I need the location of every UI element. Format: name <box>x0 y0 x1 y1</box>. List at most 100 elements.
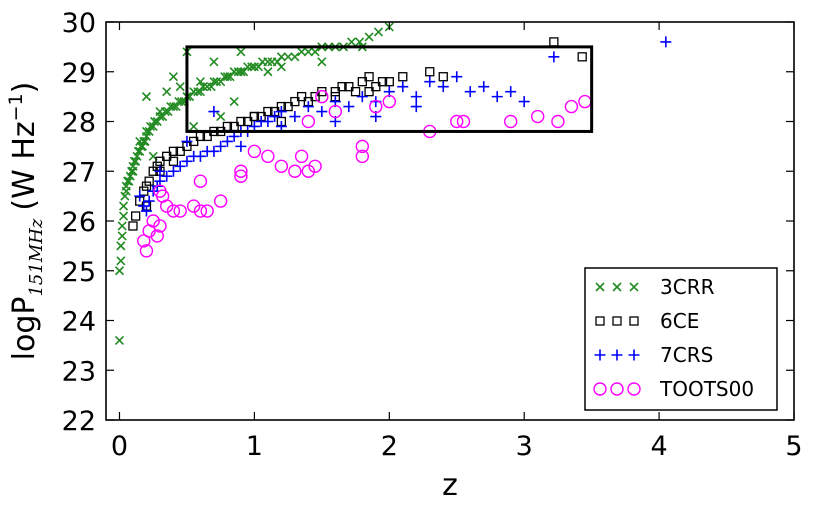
point-7crs <box>316 106 328 118</box>
point-3crr <box>202 82 212 92</box>
point-3crr <box>229 97 239 107</box>
point-toots00 <box>153 219 167 233</box>
legend-entry: TOOTS00 <box>593 377 754 401</box>
point-7crs <box>161 170 173 182</box>
point-7crs <box>174 160 186 172</box>
point-3crr <box>114 266 125 276</box>
x-axis: 0 1 2 3 4 5 <box>111 22 803 462</box>
point-toots00 <box>139 244 154 258</box>
point-3crr <box>249 62 259 72</box>
legend-label: 6CE <box>660 309 699 333</box>
point-6ce <box>175 146 185 157</box>
point-6ce <box>152 161 162 171</box>
point-6ce <box>242 116 253 127</box>
point-toots00 <box>450 114 464 129</box>
point-6ce <box>162 151 172 161</box>
point-toots00 <box>315 89 329 104</box>
point-7crs <box>518 96 530 108</box>
legend-marker <box>629 316 639 326</box>
point-7crs <box>451 71 463 83</box>
point-6ce <box>168 146 179 157</box>
series-7crs <box>134 36 672 217</box>
point-toots00 <box>213 194 228 208</box>
point-toots00 <box>308 159 322 173</box>
point-7crs <box>343 101 355 113</box>
legend-marker <box>612 316 622 326</box>
point-3crr <box>114 335 125 345</box>
x-axis-label: z <box>442 468 458 503</box>
point-toots00 <box>355 149 370 164</box>
legend: 3CRR 6CE 7CRS TOOTS00 <box>584 267 778 411</box>
point-toots00 <box>355 139 370 154</box>
x-tick-label: 0 <box>111 431 128 462</box>
point-7crs <box>410 91 422 103</box>
point-6ce <box>155 156 165 166</box>
legend-marker <box>595 282 605 292</box>
point-7crs <box>138 200 150 212</box>
point-3crr <box>364 32 374 42</box>
point-toots00 <box>186 199 201 213</box>
x-tick-label: 4 <box>651 431 668 462</box>
y-tick-label: 25 <box>62 257 96 288</box>
point-6ce <box>128 221 138 231</box>
point-3crr <box>139 136 149 146</box>
y-tick-label: 22 <box>62 406 96 437</box>
point-7crs <box>221 135 233 147</box>
legend-marker <box>610 382 624 396</box>
point-7crs <box>143 195 155 207</box>
legend-label: 7CRS <box>660 343 713 367</box>
point-7crs <box>181 135 193 147</box>
point-toots00 <box>530 109 545 124</box>
y-tick-label: 24 <box>62 307 96 338</box>
point-3crr <box>236 67 246 77</box>
point-6ce <box>141 181 152 191</box>
point-7crs <box>269 111 281 123</box>
point-3crr <box>236 47 246 57</box>
point-7crs <box>410 101 422 113</box>
y-axis-label-close: ) <box>7 82 42 94</box>
point-7crs <box>478 81 490 93</box>
legend-entry: 3CRR <box>595 275 715 299</box>
point-6ce <box>144 176 154 186</box>
point-toots00 <box>551 114 565 129</box>
point-3crr <box>276 62 286 72</box>
point-3crr <box>209 77 219 87</box>
point-7crs <box>208 106 220 118</box>
point-3crr <box>290 52 300 62</box>
point-7crs <box>302 101 314 113</box>
y-tick-label: 29 <box>62 58 96 89</box>
point-toots00 <box>146 214 160 228</box>
point-toots00 <box>382 94 396 109</box>
point-toots00 <box>247 144 262 159</box>
y-tick-label: 28 <box>62 108 96 139</box>
series-toots00 <box>137 89 592 258</box>
point-3crr <box>243 62 253 72</box>
legend-label: 3CRR <box>660 275 715 299</box>
point-6ce <box>337 82 347 92</box>
point-toots00 <box>288 164 302 178</box>
point-6ce <box>283 101 293 112</box>
point-3crr <box>155 106 165 117</box>
point-6ce <box>371 82 381 92</box>
point-3crr <box>222 72 232 82</box>
point-3crr <box>123 176 133 186</box>
point-3crr <box>216 111 226 122</box>
y-axis-label-exponent: −1 <box>5 93 27 121</box>
x-tick-label: 2 <box>381 431 398 462</box>
point-3crr <box>209 57 219 67</box>
point-toots00 <box>234 164 248 178</box>
point-3crr <box>175 82 185 92</box>
point-3crr <box>229 67 239 77</box>
point-7crs <box>289 111 301 123</box>
point-7crs <box>215 140 227 152</box>
x-tick-label: 3 <box>516 431 533 462</box>
point-toots00 <box>160 199 174 213</box>
legend-marker <box>628 349 640 361</box>
point-toots00 <box>166 204 181 218</box>
point-toots00 <box>200 204 214 218</box>
point-toots00 <box>456 114 471 129</box>
point-toots00 <box>294 149 309 164</box>
point-7crs <box>491 91 503 103</box>
point-toots00 <box>564 99 579 114</box>
point-7crs <box>464 86 476 98</box>
